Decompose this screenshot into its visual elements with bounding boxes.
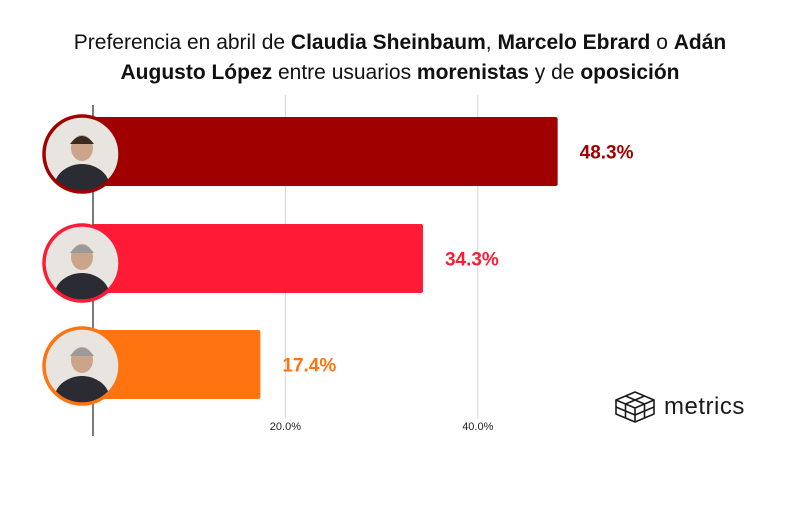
- title-segment: o: [650, 31, 674, 54]
- x-tick-label: 20.0%: [270, 421, 301, 433]
- title-segment: ,: [485, 31, 498, 54]
- value-label: 34.3%: [445, 250, 499, 271]
- avatar: [42, 223, 122, 303]
- avatar: [42, 114, 122, 194]
- title-segment: Preferencia en abril de: [73, 31, 291, 54]
- title-segment: Adán: [673, 31, 727, 54]
- title-segment: entre usuarios: [272, 61, 417, 84]
- title-segment: Claudia Sheinbaum: [290, 31, 486, 54]
- bar: [93, 117, 558, 186]
- bar: [93, 224, 423, 293]
- cube-grid-icon: [615, 391, 655, 423]
- title-segment: oposición: [580, 61, 680, 84]
- title-line-2: Augusto López entre usuarios morenistas …: [0, 58, 800, 88]
- metrics-logo: metrics: [614, 390, 745, 424]
- chart-title: Preferencia en abril de Claudia Sheinbau…: [0, 28, 800, 88]
- title-segment: morenistas: [416, 61, 529, 84]
- value-label: 17.4%: [282, 356, 336, 377]
- x-tick-label: 40.0%: [462, 421, 493, 433]
- title-segment: Marcelo Ebrard: [497, 31, 651, 54]
- title-segment: y de: [528, 61, 581, 84]
- bar: [93, 330, 261, 399]
- value-label: 48.3%: [580, 143, 634, 164]
- avatar: [42, 326, 122, 406]
- logo-text: metrics: [664, 393, 745, 420]
- title-segment: Augusto López: [120, 61, 273, 84]
- title-line-1: Preferencia en abril de Claudia Sheinbau…: [0, 28, 800, 58]
